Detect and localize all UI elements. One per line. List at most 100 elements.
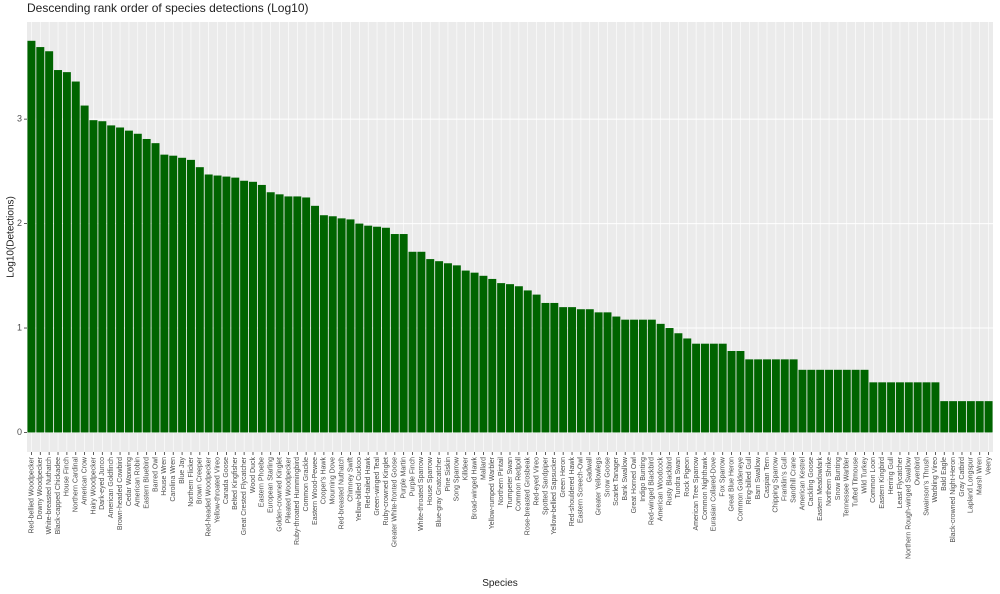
x-tick-label: American Kestrel xyxy=(799,457,806,511)
x-tick-label: Bald Eagle xyxy=(941,457,948,491)
bar xyxy=(488,278,497,433)
y-tick-label: 2 xyxy=(17,218,22,228)
x-tick-label: Blue-gray Gnatcatcher xyxy=(436,456,443,527)
x-tick-label: Herring Gull xyxy=(888,457,895,495)
x-tick-label: Golden-crowned Kinglet xyxy=(276,457,283,532)
x-tick-label: Carolina Wren xyxy=(170,457,177,502)
x-tick-label: House Wren xyxy=(161,457,168,496)
x-tick-label: Broad-winged Hawk xyxy=(471,457,478,520)
x-tick-label: Black-crowned Night-Heron xyxy=(950,457,957,543)
bar xyxy=(346,219,355,433)
x-tick-label: Franklin's Gull xyxy=(782,457,789,502)
bar xyxy=(452,265,461,433)
x-tick-label: Song Sparrow xyxy=(454,456,461,501)
x-tick-label: Ruby-throated Hummingbird xyxy=(294,457,301,545)
x-tick-label: Chipping Sparrow xyxy=(773,456,780,513)
x-tick-label: Common Nighthawk xyxy=(702,457,709,521)
bar xyxy=(887,382,896,433)
bar xyxy=(975,401,984,433)
bar xyxy=(736,351,745,433)
bar xyxy=(417,251,426,433)
y-tick-label: 3 xyxy=(17,114,22,124)
x-tick-label: Yellow-throated Vireo xyxy=(214,457,221,523)
x-tick-label: Red-headed Woodpecker xyxy=(206,456,213,536)
x-tick-label: American Woodcock xyxy=(658,457,665,522)
x-tick-label: Brown-headed Cowbird xyxy=(117,457,124,530)
x-tick-label: Sandhill Crane xyxy=(790,457,797,503)
x-tick-label: Rock Pigeon xyxy=(684,457,691,497)
x-tick-label: Mallard xyxy=(480,457,487,480)
x-tick-label: White-throated Sparrow xyxy=(418,456,425,531)
bar xyxy=(36,47,45,433)
x-tick-label: Cackling Goose xyxy=(808,457,815,507)
x-tick-label: American Goldfinch xyxy=(108,457,115,518)
bar xyxy=(364,225,373,433)
x-tick-label: Tufted Titmouse xyxy=(852,457,859,507)
bar xyxy=(709,343,718,433)
x-tick-label: Least Flycatcher xyxy=(897,456,904,508)
x-tick-label: Green Heron xyxy=(560,457,567,498)
bar xyxy=(319,215,328,433)
bar xyxy=(107,125,116,433)
x-tick-label: Rose-breasted Grosbeak xyxy=(525,457,532,536)
bar xyxy=(727,351,736,433)
bar xyxy=(257,184,266,433)
x-tick-label: Red-tailed Hawk xyxy=(365,457,372,509)
bar xyxy=(895,382,904,433)
bar xyxy=(603,312,612,433)
bar xyxy=(630,319,639,433)
bar xyxy=(62,72,71,433)
x-tick-label: Great Blue Heron xyxy=(728,457,735,512)
x-tick-label: Common Loon xyxy=(870,457,877,503)
bar xyxy=(266,192,275,433)
bar xyxy=(80,105,89,433)
x-tick-label: Common Goldeneye xyxy=(737,457,744,521)
x-tick-label: Ring-billed Gull xyxy=(746,457,753,505)
bar xyxy=(98,121,107,433)
bar xyxy=(54,70,63,433)
x-tick-label: Red-shouldered Hawk xyxy=(569,457,576,527)
bar xyxy=(674,333,683,433)
bar xyxy=(842,369,851,433)
x-tick-label: Eastern Bluebird xyxy=(143,457,150,509)
x-tick-label: Northern Shrike xyxy=(826,457,833,506)
x-tick-label: Fox Sparrow xyxy=(720,456,727,497)
bar xyxy=(550,302,559,433)
x-tick-label: Snow Bunting xyxy=(835,457,842,500)
x-tick-label: Eastern Kingbird xyxy=(879,457,886,509)
bar xyxy=(860,369,869,433)
bar xyxy=(514,286,523,433)
bar xyxy=(984,401,993,433)
bar xyxy=(160,154,169,433)
x-tick-label: Black-capped Chickadee xyxy=(55,457,62,535)
bar xyxy=(745,359,754,433)
bar xyxy=(71,81,80,433)
x-tick-label: Tennessee Warbler xyxy=(844,456,851,517)
x-tick-label: Gadwall xyxy=(587,457,594,483)
x-tick-label: Ruby-crowned Kinglet xyxy=(383,457,390,526)
x-tick-label: Swainson's Thrush xyxy=(923,457,930,516)
bar xyxy=(789,359,798,433)
bar xyxy=(957,401,966,433)
bar xyxy=(780,359,789,433)
y-axis-title: Log10(Detections) xyxy=(6,196,17,278)
x-tick-label: Eastern Phoebe xyxy=(259,457,266,507)
x-tick-label: Red-winged Blackbird xyxy=(649,457,656,525)
bar xyxy=(656,323,665,433)
x-tick-label: Scarlet Tanager xyxy=(613,456,620,506)
x-tick-label: Purple Martin xyxy=(400,457,407,499)
x-tick-label: Dark-eyed Junco xyxy=(99,457,106,510)
x-tick-label: Cedar Waxwing xyxy=(126,457,133,506)
x-tick-label: Gray Catbird xyxy=(959,457,966,497)
bar xyxy=(523,290,532,433)
x-tick-label: European Starling xyxy=(268,457,275,513)
x-tick-label: Eurasian Collared-Dove xyxy=(711,457,718,531)
bar xyxy=(763,359,771,433)
x-tick-label: Wood Duck xyxy=(250,457,257,494)
bar xyxy=(576,309,585,433)
bar xyxy=(222,176,231,433)
x-tick-label: Lapland Longspur xyxy=(968,456,975,513)
bar xyxy=(904,382,913,433)
bar xyxy=(816,369,825,433)
bar xyxy=(443,263,452,433)
